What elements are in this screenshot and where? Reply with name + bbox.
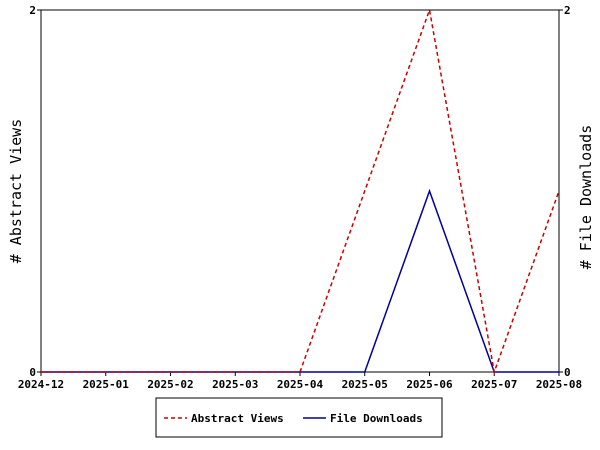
series-line-file-downloads (41, 188, 559, 373)
y-right-tick-label: 2 (564, 4, 571, 17)
y-axis-right-title: # File Downloads (577, 125, 595, 270)
plot-frame (40, 9, 560, 373)
x-tick-label: 2025-07 (471, 378, 517, 391)
x-tick-label: 2025-05 (342, 378, 388, 391)
legend: Abstract Views File Downloads (155, 397, 443, 438)
axis-ticks: 2024-12 2025-01 2025-02 2025-03 2025-04 2025-… (18, 4, 582, 391)
x-tick-label: 2025-08 (536, 378, 582, 391)
y-axis-left-title: # Abstract Views (7, 119, 25, 264)
series-line-abstract-views (41, 7, 560, 375)
x-tick-label: 2025-01 (83, 378, 130, 391)
y-left-tick-label: 2 (29, 4, 36, 17)
legend-label-abstract-views: Abstract Views (191, 412, 284, 425)
x-tick-label: 2025-02 (147, 378, 193, 391)
x-tick-label: 2025-06 (406, 378, 453, 391)
legend-box (155, 397, 443, 438)
legend-label-file-downloads: File Downloads (330, 412, 423, 425)
x-tick-label: 2024-12 (18, 378, 64, 391)
x-tick-label: 2025-03 (212, 378, 258, 391)
y-right-tick-label: 0 (564, 366, 571, 379)
y-left-tick-label: 0 (29, 366, 36, 379)
series-lines (41, 7, 560, 375)
x-tick-label: 2025-04 (277, 378, 324, 391)
